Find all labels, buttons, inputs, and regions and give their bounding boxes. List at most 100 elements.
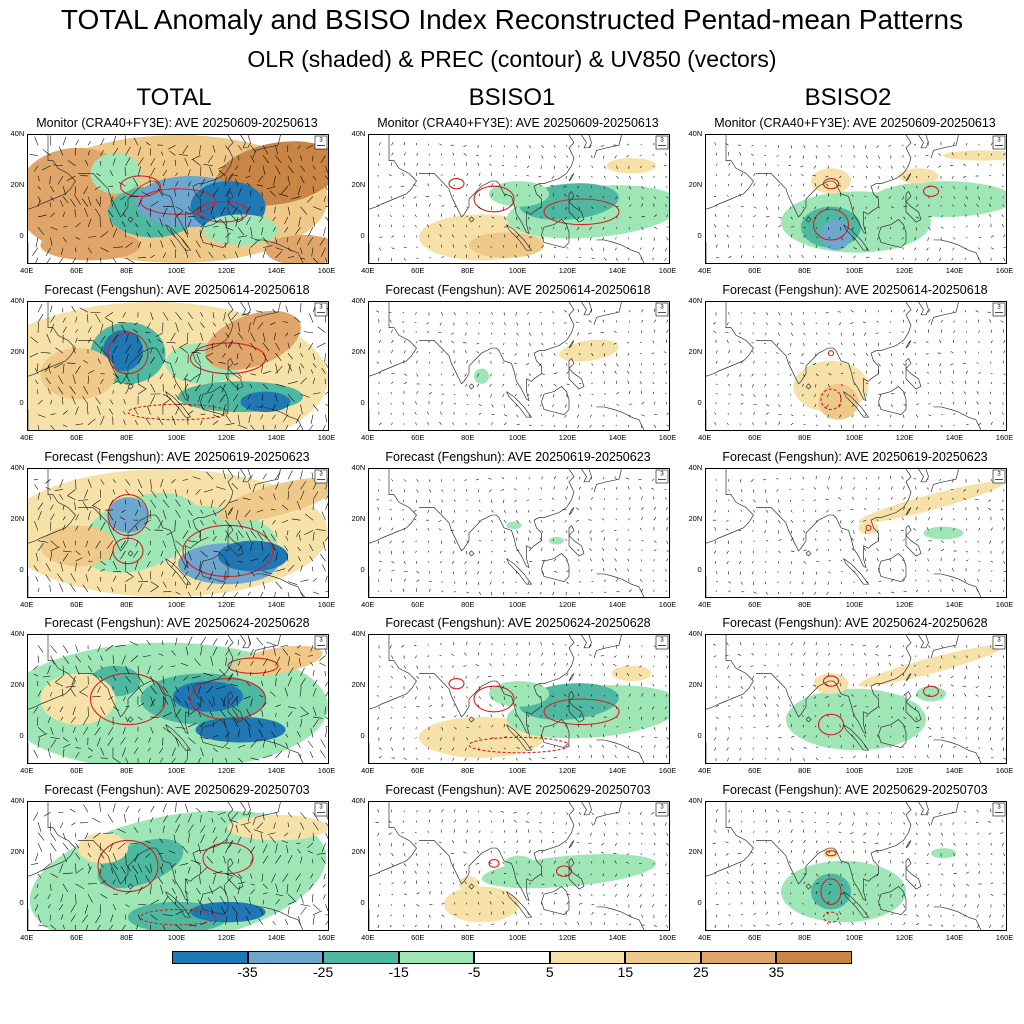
coastline <box>468 383 475 390</box>
wind-arrow <box>413 184 417 187</box>
wind-arrow <box>838 831 842 833</box>
wind-arrow <box>294 332 301 336</box>
wind-arrow <box>225 916 228 925</box>
wind-arrow <box>914 237 917 241</box>
wind-arrow <box>67 489 76 496</box>
wind-arrow <box>964 380 967 385</box>
wind-arrow <box>271 414 276 420</box>
wind-arrow <box>853 353 856 356</box>
wind-arrow <box>477 757 480 761</box>
wind-arrow <box>740 489 743 493</box>
wind-arrow <box>852 911 854 915</box>
wind-arrow <box>416 757 418 761</box>
wind-arrow <box>441 499 444 503</box>
wind-arrow <box>877 237 879 240</box>
x-tick-label: 120E <box>217 600 236 609</box>
wind-arrow <box>614 568 617 572</box>
wind-arrow <box>261 873 264 882</box>
wind-arrow <box>728 686 731 689</box>
wind-arrow <box>87 218 92 228</box>
wind-arrow <box>915 744 917 748</box>
wind-arrow <box>75 645 79 653</box>
wind-arrow <box>491 509 494 513</box>
wind-arrow <box>726 339 729 344</box>
wind-arrow <box>137 388 146 395</box>
wind-arrow <box>978 756 980 759</box>
wind-arrow <box>70 573 76 582</box>
wind-arrow <box>187 550 192 561</box>
wind-arrow <box>75 867 84 874</box>
coastline <box>165 224 192 251</box>
wind-arrow <box>903 716 907 720</box>
olr-shade <box>40 229 141 261</box>
wind-arrow <box>938 165 942 168</box>
wind-arrow <box>576 414 580 418</box>
wind-arrow <box>714 540 717 545</box>
wind-arrow <box>914 559 917 562</box>
wind-arrow <box>150 158 155 166</box>
wind-arrow <box>625 477 630 480</box>
wind-arrow <box>591 569 593 572</box>
wind-arrow <box>566 713 568 717</box>
wind-arrow <box>603 724 606 728</box>
coastline <box>930 469 959 493</box>
wind-arrow <box>988 185 992 188</box>
wind-arrow <box>262 892 268 895</box>
wind-arrow <box>195 383 201 392</box>
wind-arrow <box>551 831 555 833</box>
wind-arrow <box>928 516 930 521</box>
wind-arrow <box>33 565 39 572</box>
wind-arrow <box>603 247 605 252</box>
wind-arrow <box>478 912 481 915</box>
wind-arrow <box>928 694 930 697</box>
wind-arrow <box>603 487 606 490</box>
wind-arrow <box>790 663 792 666</box>
wind-arrow <box>825 498 829 500</box>
wind-arrow <box>225 747 231 749</box>
wind-arrow <box>321 367 326 374</box>
wind-arrow <box>628 745 630 748</box>
wind-arrow <box>964 904 967 908</box>
wind-arrow <box>965 737 967 739</box>
wind-arrow <box>939 392 942 395</box>
wind-arrow <box>67 495 76 500</box>
wind-arrow <box>641 588 643 592</box>
wind-arrow <box>150 696 154 706</box>
wind-arrow <box>389 319 392 323</box>
y-tick-label: 20N <box>351 514 366 524</box>
wind-arrow <box>158 852 164 855</box>
wind-arrow <box>751 144 754 147</box>
y-tick-label: 20N <box>351 180 366 190</box>
wind-arrow <box>540 487 542 490</box>
wind-arrow <box>715 499 718 503</box>
wind-arrow <box>466 591 470 594</box>
wind-arrow <box>515 174 517 177</box>
wind-arrow <box>576 832 580 835</box>
wind-vectors <box>29 302 328 430</box>
wind-arrow <box>463 153 467 156</box>
wind-arrow <box>210 242 214 248</box>
x-tick-label: 140E <box>608 433 627 442</box>
wind-arrow <box>739 235 742 238</box>
wind-arrow <box>416 686 418 690</box>
wind-arrow <box>75 737 78 742</box>
wind-arrow <box>287 656 291 666</box>
wind-arrow <box>576 841 580 844</box>
wind-arrow <box>403 578 406 582</box>
wind-arrow <box>134 874 139 885</box>
coastline <box>596 573 645 597</box>
coastline <box>706 802 754 877</box>
wind-arrow <box>72 346 76 354</box>
wind-arrow <box>186 747 189 758</box>
wind-arrow <box>112 853 117 862</box>
wind-arrow <box>147 665 151 675</box>
wind-arrow <box>478 206 481 210</box>
wind-arrow <box>989 737 992 741</box>
wind-arrow <box>578 570 581 572</box>
coastline <box>165 891 192 918</box>
wind-arrow <box>528 757 532 761</box>
wind-arrow <box>440 757 442 761</box>
wind-arrow <box>426 411 430 415</box>
wind-arrow <box>502 255 505 259</box>
wind-arrow <box>987 507 992 511</box>
